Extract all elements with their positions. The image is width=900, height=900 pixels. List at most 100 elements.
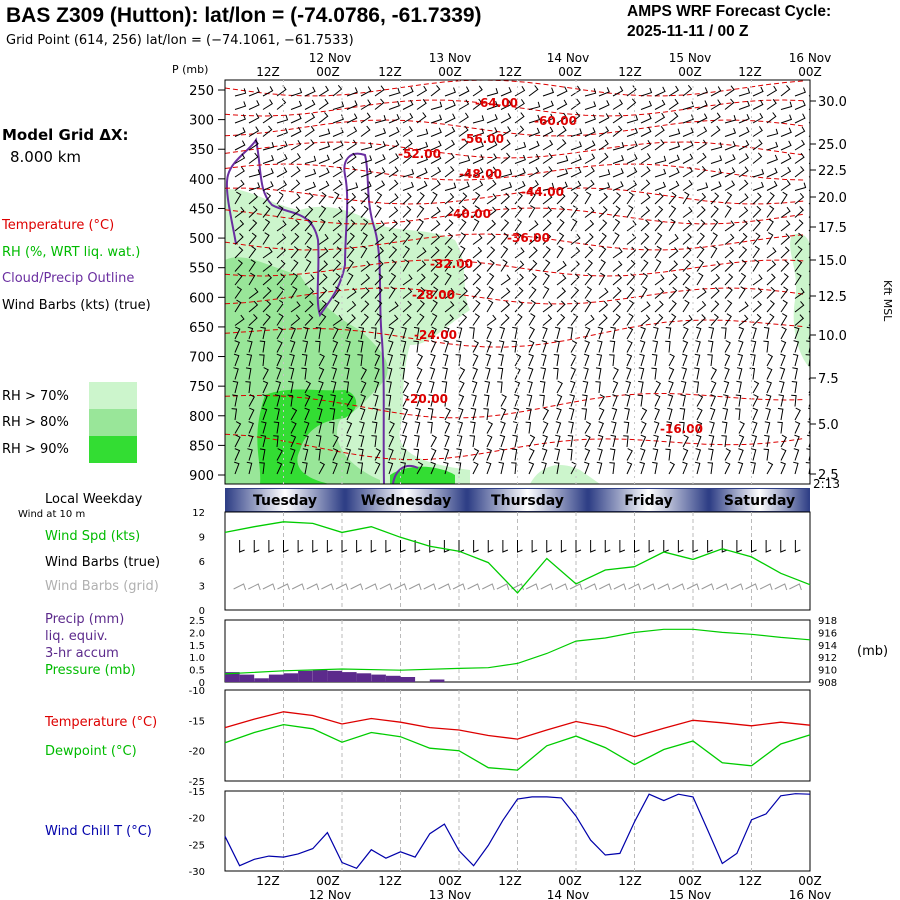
wind-barb (486, 272, 495, 286)
wind-barb (639, 353, 645, 367)
wind-barb (276, 461, 283, 475)
wind-barb (373, 380, 380, 394)
wind-barb (234, 127, 246, 137)
wind-barb (500, 394, 507, 407)
wind-barb (500, 259, 508, 272)
wind-barb (598, 100, 610, 110)
wind-barb (612, 273, 623, 286)
wind-barb (609, 354, 615, 367)
wind-barb (696, 206, 706, 218)
wind-barb (724, 260, 734, 272)
wind-barb (360, 125, 371, 137)
wind-barb (780, 114, 793, 124)
wind-barb (640, 206, 651, 218)
wind-barb (640, 219, 650, 232)
wind-barb (332, 191, 340, 205)
legend-wind-barbs: Wind Barbs (kts) (true) (2, 298, 151, 313)
wind-barb (472, 191, 481, 205)
grid-wind-barb (423, 583, 437, 591)
wind-barb (710, 245, 718, 259)
wind-barb (276, 273, 286, 286)
cross-section-panel: -64.00 -60.00 -56.00 -52.00 -48.00 -44.00 -40.… (189, 79, 847, 485)
wind-barb (248, 100, 260, 110)
wind-barb (640, 434, 647, 448)
wind-barb (570, 154, 582, 164)
wind-barb (512, 434, 518, 448)
wind-barb (625, 380, 632, 394)
precip-tick-label: 0.5 (189, 666, 205, 677)
wind-barb (681, 367, 688, 380)
kft-tick-label: 12.5 (818, 290, 847, 305)
wind-barb (598, 169, 611, 178)
legend-temperature: Temperature (°C) (2, 218, 115, 233)
wind-barb (542, 139, 554, 151)
wind-barb (623, 435, 629, 448)
wind-barb (584, 140, 596, 151)
wind-barb (346, 192, 357, 205)
wind-barb (514, 313, 523, 326)
wind-barb (346, 219, 356, 232)
isotherm-label: -44.00 (521, 185, 564, 199)
wind-barb (500, 232, 509, 245)
wind-barb (444, 219, 454, 232)
wind-barb (766, 112, 777, 124)
wind-barbs-grid-label: Wind Barbs (grid) (45, 579, 159, 594)
wind-barb (472, 260, 482, 272)
wind-barb (234, 191, 242, 205)
wind-barb (569, 394, 576, 407)
wind-barb (514, 99, 525, 110)
wind-barb (388, 232, 398, 245)
wind-barb (570, 191, 579, 205)
wind-barb (584, 299, 592, 313)
wind-barb (738, 87, 751, 97)
true-wind-barb (268, 540, 275, 553)
wind-barb (262, 367, 269, 380)
wind-barb (458, 205, 467, 218)
wind-barb (794, 287, 805, 299)
wind-barb (402, 259, 410, 272)
wind-barb (526, 407, 532, 421)
wind-barb (682, 206, 693, 218)
wind-barb (542, 206, 553, 218)
wind-barb (318, 128, 331, 137)
wind-barb (458, 218, 467, 232)
wind-barb (260, 434, 267, 448)
weekday-cell (346, 489, 466, 511)
grid-wind-barb (306, 583, 320, 591)
true-wind-barb (370, 540, 377, 553)
wind-barb (626, 461, 633, 475)
true-wind-barb (400, 540, 406, 553)
wind-barb (374, 461, 381, 475)
grid-wind-barb (248, 583, 261, 591)
wind-barb (276, 140, 288, 151)
wind-barb (528, 127, 540, 137)
wind-barb (570, 180, 582, 191)
forecast-cycle-date: 2025-11-11 / 00 Z (627, 23, 749, 40)
wind-barb (416, 205, 425, 218)
wind-barb (542, 434, 548, 448)
precip-bar (356, 673, 372, 682)
wind-barb (430, 191, 438, 205)
wind-barb (541, 448, 548, 461)
wind-barb (724, 246, 735, 259)
wind-barb (472, 246, 483, 259)
wind-barb (640, 126, 652, 137)
wind-barb (780, 166, 792, 178)
wind-barb (304, 139, 315, 151)
wind-barb (304, 99, 316, 110)
wind-barb (262, 86, 274, 97)
wind-barb (738, 179, 749, 191)
precip-bar (312, 669, 328, 682)
wind-barb (611, 407, 618, 421)
wind-barbs-true-label: Wind Barbs (true) (45, 555, 161, 570)
wind-barb (668, 461, 675, 475)
wind-barb (553, 354, 560, 367)
wind-barb (570, 273, 580, 286)
wind-barb (290, 326, 296, 340)
wind-barb (316, 421, 323, 434)
wind-barb (374, 98, 385, 110)
wind-barb (234, 246, 244, 259)
wind-barb (779, 367, 786, 380)
wind-barb (304, 168, 317, 178)
